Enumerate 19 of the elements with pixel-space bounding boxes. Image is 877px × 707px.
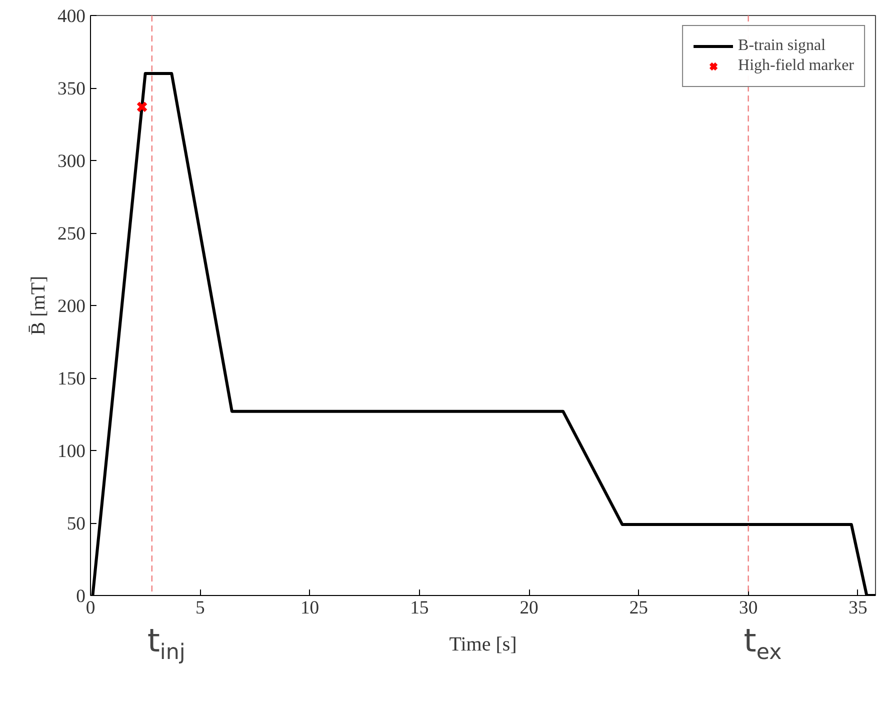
x-axis-title: Time [s]	[449, 634, 517, 656]
y-tick-label: 200	[58, 296, 86, 317]
y-axis-title: B̄ [mT]	[28, 276, 50, 336]
y-tick-label: 250	[58, 224, 86, 244]
legend-label: High-field marker	[738, 57, 854, 75]
x-tick-label: 35	[848, 598, 868, 618]
y-tick-label: 100	[58, 441, 86, 462]
legend-label: B-train signal	[738, 37, 826, 55]
y-tick-label: 400	[58, 6, 86, 27]
y-tick-label: 50	[66, 514, 86, 534]
x-tick-label: 20	[520, 598, 538, 618]
y-tick-label: 150	[58, 368, 86, 390]
y-tick-label: 300	[58, 151, 86, 172]
x-tick-label: 10	[300, 598, 320, 618]
x-tick-label: 15	[410, 598, 429, 618]
x-tick-label: 30	[738, 598, 758, 618]
x-tick-label: 25	[629, 598, 648, 618]
x-tick-label: 5	[195, 598, 205, 618]
y-tick-label: 350	[58, 78, 86, 100]
